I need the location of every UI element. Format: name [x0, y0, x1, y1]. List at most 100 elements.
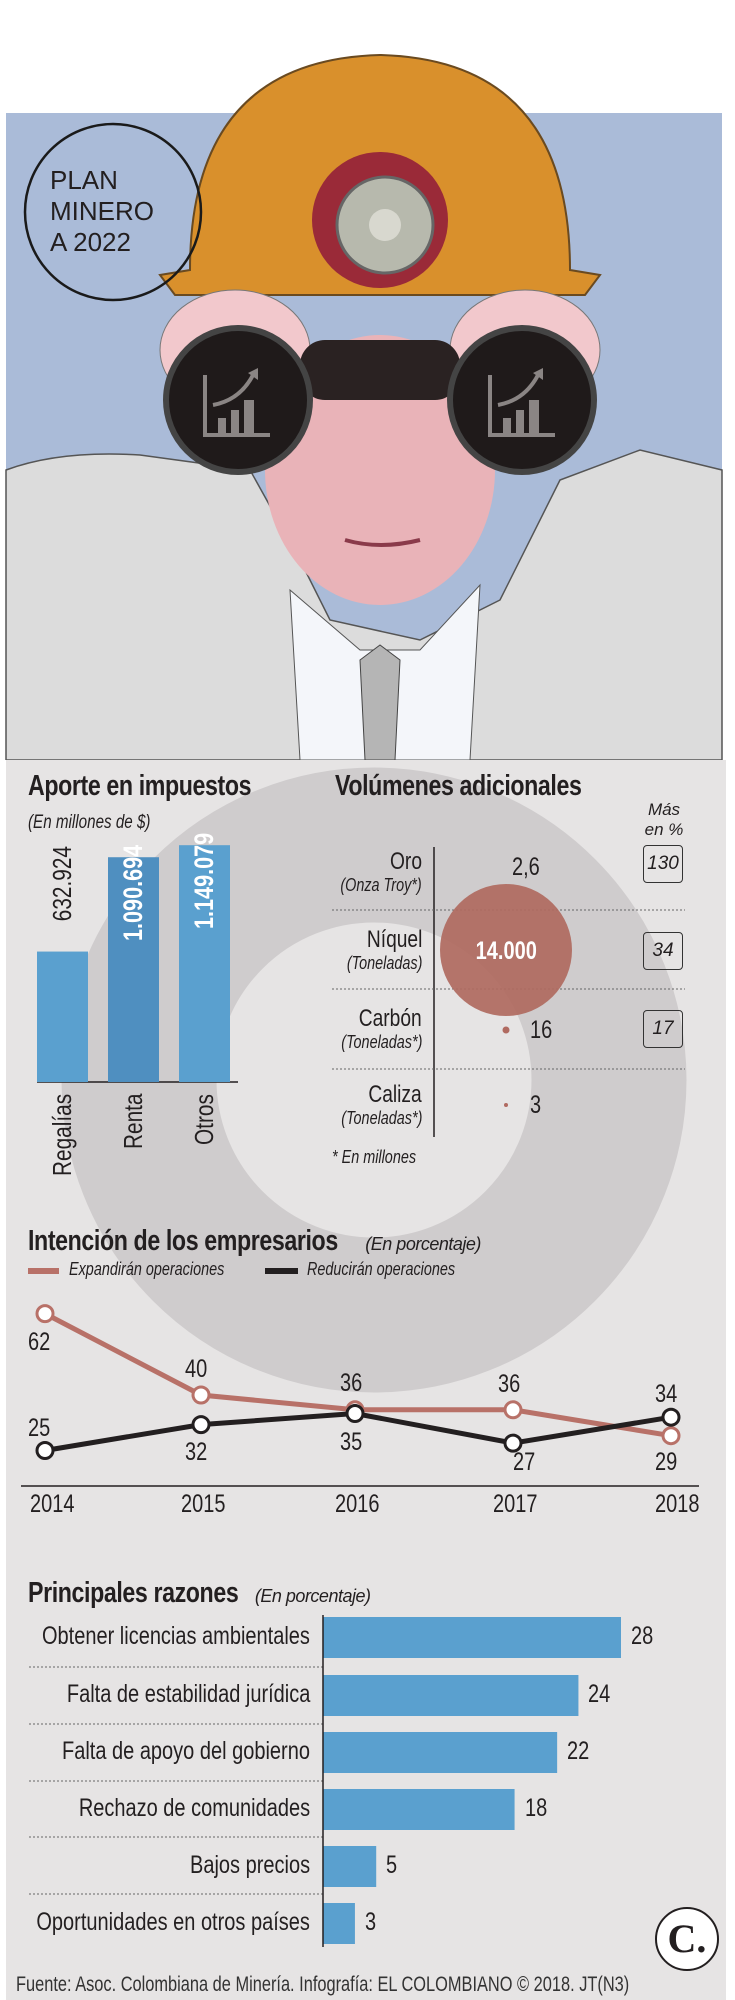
- source-footer: Fuente: Asoc. Colombiana de Minería. Inf…: [16, 1973, 630, 1996]
- volumes-footnote: * En millones: [332, 1147, 417, 1167]
- volumes-title: Volúmenes adicionales: [335, 770, 582, 802]
- reason-bar: [323, 1846, 377, 1887]
- reduce-point: [345, 1404, 365, 1423]
- year-tick-label: 2016: [335, 1490, 380, 1518]
- mouth: [344, 538, 421, 547]
- volume-name: Carbón: [359, 1005, 422, 1032]
- logo: C.: [655, 1907, 719, 1971]
- reason-value: 24: [588, 1680, 611, 1708]
- reason-label: Rechazo de comunidades: [78, 1794, 310, 1822]
- volume-unit: (Toneladas*): [340, 1032, 422, 1052]
- reason-bar: [323, 1675, 579, 1716]
- volume-value: 14.000: [475, 937, 537, 965]
- reason-label: Falta de apoyo del gobierno: [62, 1737, 310, 1765]
- reason-value: 5: [386, 1851, 398, 1879]
- badge-line: PLAN: [50, 165, 118, 195]
- legend-expand: Expandirán operaciones: [69, 1259, 225, 1279]
- reason-value: 22: [567, 1737, 590, 1765]
- tax-bar: [108, 857, 159, 1082]
- reason-bar: [323, 1732, 558, 1773]
- tax-bar-value: 632.924: [46, 845, 77, 921]
- reason-value: 3: [364, 1908, 377, 1936]
- tax-category-label: Regalías: [46, 1094, 77, 1177]
- reason-value: 18: [524, 1794, 547, 1822]
- reduce-value-label: 27: [513, 1448, 536, 1476]
- binocular-right: [447, 325, 597, 475]
- tie: [359, 644, 401, 760]
- badge-line: MINERO: [50, 196, 154, 226]
- suit: [5, 449, 723, 760]
- reduce-value-label: 25: [28, 1414, 51, 1442]
- reason-label: Obtener licencias ambientales: [42, 1622, 310, 1650]
- reason-label: Oportunidades en otros países: [36, 1908, 310, 1936]
- reduce-value-label: 35: [340, 1428, 363, 1456]
- reduce-value-label: 34: [655, 1380, 678, 1408]
- year-tick-label: 2018: [655, 1490, 700, 1518]
- reduce-point: [191, 1415, 211, 1435]
- reasons-subtitle: (En porcentaje): [254, 1586, 371, 1606]
- reason-bar: [323, 1903, 355, 1944]
- lamp-lens: [369, 209, 401, 241]
- tax-bar-value: 1.090.694: [117, 845, 148, 942]
- face: [265, 335, 495, 605]
- percent-box: 17: [643, 1010, 683, 1048]
- growth-chart-icon: [488, 368, 555, 437]
- expand-value-label: 40: [185, 1355, 208, 1383]
- tax-chart-title: Aporte en impuestos: [28, 770, 252, 802]
- tax-bar-value: 1.149.079: [188, 833, 219, 930]
- logo-text: C.: [667, 1916, 707, 1961]
- expand-value-label: 29: [655, 1448, 678, 1476]
- tax-category-label: Renta: [117, 1093, 148, 1150]
- reason-value: 28: [631, 1622, 654, 1650]
- volume-name: Níquel: [366, 926, 423, 953]
- intention-subtitle: (En porcentaje): [365, 1234, 481, 1254]
- expand-value-label: 36: [340, 1369, 363, 1397]
- volume-dot: [504, 1103, 508, 1107]
- plan-badge: PLAN MINERO A 2022: [50, 165, 154, 258]
- year-tick-label: 2015: [181, 1490, 226, 1518]
- more-percent-header: Más en %: [644, 800, 684, 839]
- volume-unit: (Toneladas*): [340, 1108, 422, 1128]
- reduce-value-label: 32: [185, 1438, 208, 1466]
- volume-value: 2,6: [512, 853, 540, 881]
- intention-title: Intención de los empresarios: [28, 1225, 338, 1257]
- plan-badge-circle: [23, 122, 203, 302]
- reason-label: Bajos precios: [189, 1851, 310, 1879]
- miner-illustration: [5, 53, 723, 760]
- binocular-bridge: [300, 340, 460, 400]
- badge-line: A 2022: [50, 227, 131, 257]
- expand-point: [503, 1400, 523, 1420]
- expand-point: [35, 1304, 55, 1324]
- tax-chart-subtitle: (En millones de $): [28, 812, 151, 833]
- reasons-title: Principales razones: [28, 1577, 239, 1609]
- tax-bar: [37, 951, 88, 1082]
- reduce-point: [35, 1441, 55, 1460]
- volume-value: 16: [530, 1016, 553, 1044]
- volume-name: Oro: [389, 848, 422, 875]
- volume-dot: [502, 1026, 510, 1034]
- reason-label: Falta de estabilidad jurídica: [66, 1680, 310, 1708]
- percent-box: 34: [643, 932, 683, 970]
- binocular-left: [163, 325, 313, 475]
- year-tick-label: 2014: [30, 1490, 75, 1518]
- tax-category-label: Otros: [188, 1094, 219, 1146]
- tax-bar: [179, 845, 230, 1082]
- percent-box: 130: [643, 845, 683, 883]
- growth-chart-icon: [203, 368, 270, 437]
- legend-reduce: Reducirán operaciones: [307, 1259, 456, 1279]
- expand-point: [661, 1426, 681, 1446]
- reduce-point: [661, 1407, 681, 1427]
- reason-bar: [323, 1617, 621, 1658]
- volume-unit: (Toneladas): [346, 953, 422, 973]
- expand-point: [191, 1385, 211, 1405]
- reduce-point: [503, 1433, 523, 1453]
- volume-name: Caliza: [368, 1081, 422, 1108]
- year-tick-label: 2017: [493, 1490, 538, 1518]
- volume-unit: (Onza Troy*): [340, 875, 422, 895]
- expand-value-label: 62: [28, 1328, 51, 1356]
- reason-bar: [323, 1789, 515, 1830]
- volume-value: 3: [530, 1091, 542, 1119]
- expand-value-label: 36: [498, 1370, 521, 1398]
- nickel-bubble: [440, 884, 572, 1016]
